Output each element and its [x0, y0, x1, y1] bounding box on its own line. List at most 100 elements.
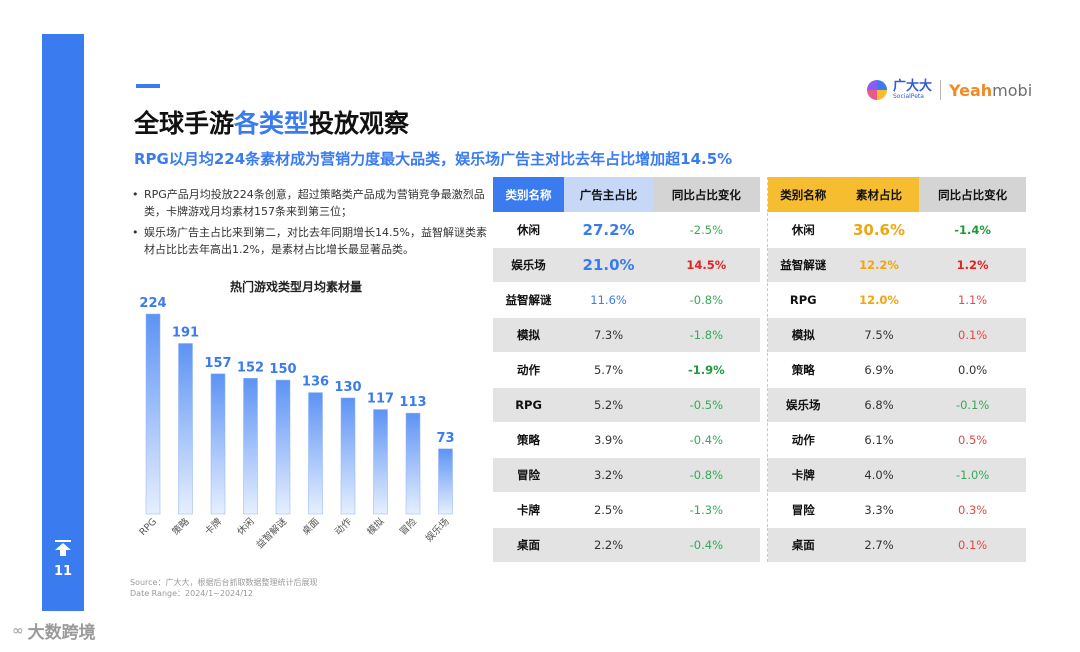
row-advertiser-share: 7.3% — [564, 318, 653, 352]
col-header-category-b: 类别名称 — [767, 177, 839, 212]
col-header-advertiser-share: 广告主占比 — [564, 177, 653, 212]
row-advertiser-yoy: -2.5% — [689, 223, 724, 237]
bar — [275, 379, 291, 515]
category-tick-label: 娱乐场 — [423, 516, 452, 545]
category-tick-label: 动作 — [332, 515, 354, 537]
back-to-top-icon[interactable] — [42, 539, 84, 557]
row-material-yoy: 0.5% — [958, 433, 988, 447]
side-bar: 11 — [42, 34, 84, 611]
row-category-b: 桌面 — [767, 528, 839, 562]
row-category-b: 冒险 — [791, 503, 815, 517]
row-category-a: 动作 — [517, 363, 541, 377]
row-category-a: 卡牌 — [517, 503, 541, 517]
row-material-share: 12.0% — [859, 293, 899, 307]
category-tick-label: RPG — [137, 516, 159, 538]
table-divider — [760, 353, 768, 387]
row-category-b: 娱乐场 — [767, 388, 839, 422]
row-category-b: 休闲 — [791, 223, 815, 237]
title-accent-dash — [136, 84, 160, 88]
table-row: 娱乐场 21.0% 14.5% 益智解谜 12.2% 1.2% — [493, 248, 1026, 282]
bar — [438, 448, 453, 515]
col-header-advertiser-yoy: 同比占比变化 — [653, 177, 760, 212]
col-header-material-share: 素材占比 — [838, 177, 920, 212]
table-divider — [760, 423, 768, 457]
bar-value-label: 150 — [269, 362, 296, 377]
row-category-b: 策略 — [791, 363, 815, 377]
row-category-b: RPG — [789, 293, 817, 307]
row-category-b: 益智解谜 — [767, 248, 839, 282]
bullet-item: RPG产品月均投放224条创意，超过策略类产品成为营销竞争最激烈品类，卡牌游戏月… — [130, 186, 490, 220]
bar-value-label: 157 — [204, 356, 231, 371]
row-advertiser-share: 3.9% — [593, 433, 624, 447]
table-divider — [760, 177, 768, 212]
row-category-a: 策略 — [517, 433, 541, 447]
row-category-a: 休闲 — [517, 223, 541, 237]
row-material-share: 6.9% — [864, 363, 894, 377]
table-divider — [760, 388, 768, 422]
bar — [308, 392, 323, 515]
table-row: 模拟 7.3% -1.8% 模拟 7.5% 0.1% — [493, 318, 1026, 352]
row-material-yoy: 0.3% — [958, 503, 988, 517]
bar-value-label: 117 — [367, 392, 394, 407]
row-material-share: 6.8% — [838, 388, 920, 422]
table-row: 卡牌 2.5% -1.3% 冒险 3.3% 0.3% — [493, 493, 1026, 527]
bar — [210, 373, 226, 515]
row-advertiser-yoy: -0.4% — [689, 433, 724, 447]
row-material-yoy: -1.4% — [954, 223, 991, 237]
table-header-row: 类别名称 广告主占比 同比占比变化 类别名称 素材占比 同比占比变化 — [493, 177, 1026, 212]
table-divider — [760, 213, 768, 247]
bar-value-label: 191 — [172, 325, 199, 340]
row-material-yoy: 0.1% — [919, 318, 1026, 352]
row-material-yoy: 0.0% — [958, 363, 988, 377]
row-advertiser-share: 11.6% — [590, 293, 627, 307]
bar — [373, 409, 388, 515]
guangdada-logo-text: 广大大 SocialPeta — [893, 79, 933, 100]
row-category-b: 卡牌 — [767, 458, 839, 492]
table-row: RPG 5.2% -0.5% 娱乐场 6.8% -0.1% — [493, 388, 1026, 422]
table-divider — [760, 318, 768, 352]
row-advertiser-yoy: -0.8% — [653, 458, 760, 492]
bar — [243, 378, 258, 515]
row-material-share: 12.2% — [838, 248, 920, 282]
bar-value-label: 130 — [334, 380, 361, 395]
logo-divider — [940, 80, 942, 100]
col-header-material-yoy: 同比占比变化 — [919, 177, 1026, 212]
row-advertiser-share: 2.5% — [593, 503, 624, 517]
row-material-share: 30.6% — [852, 221, 906, 239]
bar-value-label: 113 — [399, 395, 426, 410]
row-category-a: 娱乐场 — [493, 248, 565, 282]
category-tick-label: 卡牌 — [202, 515, 224, 537]
row-advertiser-share: 21.0% — [564, 248, 653, 282]
row-material-share: 2.7% — [838, 528, 920, 562]
row-material-yoy: 1.2% — [919, 248, 1026, 282]
source-line: Source：广大大，根据后台抓取数据整理统计后展现 — [130, 578, 318, 587]
brand-logos: 广大大 SocialPeta Yeahmobi — [866, 77, 1032, 103]
table-row: 休闲 27.2% -2.5% 休闲 30.6% -1.4% — [493, 213, 1026, 247]
table-row: 桌面 2.2% -0.4% 桌面 2.7% 0.1% — [493, 528, 1026, 562]
yeahmobi-logo: Yeahmobi — [949, 80, 1033, 100]
row-advertiser-yoy: -0.4% — [653, 528, 760, 562]
page-number: 11 — [53, 564, 73, 579]
row-advertiser-share: 27.2% — [582, 221, 635, 239]
row-material-share: 3.3% — [864, 503, 894, 517]
bar-value-label: 152 — [237, 360, 264, 375]
bar-chart: 224 RPG 191 策略 157 卡牌 152 休闲 150 益智解谜 136 桌面 130 动作 11… — [137, 296, 454, 551]
watermark-logo-icon: ∞ — [12, 622, 24, 639]
page-title: 全球手游各类型投放观察 — [134, 109, 410, 138]
table-divider — [760, 458, 768, 492]
row-category-a: 模拟 — [493, 318, 565, 352]
row-category-a: 桌面 — [493, 528, 565, 562]
table-row: 策略 3.9% -0.4% 动作 6.1% 0.5% — [493, 423, 1026, 457]
row-advertiser-share: 5.2% — [564, 388, 653, 422]
bullet-item: 娱乐场广告主占比来到第二，对比去年同期增长14.5%，益智解谜类素材占比比去年高… — [130, 224, 490, 258]
row-advertiser-yoy: 14.5% — [653, 248, 760, 282]
bar-value-label: 136 — [302, 375, 329, 390]
bar — [340, 397, 356, 515]
bar — [405, 412, 421, 515]
guangdada-logo-icon — [867, 80, 887, 100]
row-advertiser-yoy: -0.8% — [689, 293, 724, 307]
bar — [145, 313, 161, 515]
date-range-line: Date Range：2024/1~2024/12 — [130, 589, 254, 598]
table-row: 冒险 3.2% -0.8% 卡牌 4.0% -1.0% — [493, 458, 1026, 492]
page-subtitle: RPG以月均224条素材成为营销力度最大品类，娱乐场广告主对比去年占比增加超14… — [134, 150, 733, 168]
